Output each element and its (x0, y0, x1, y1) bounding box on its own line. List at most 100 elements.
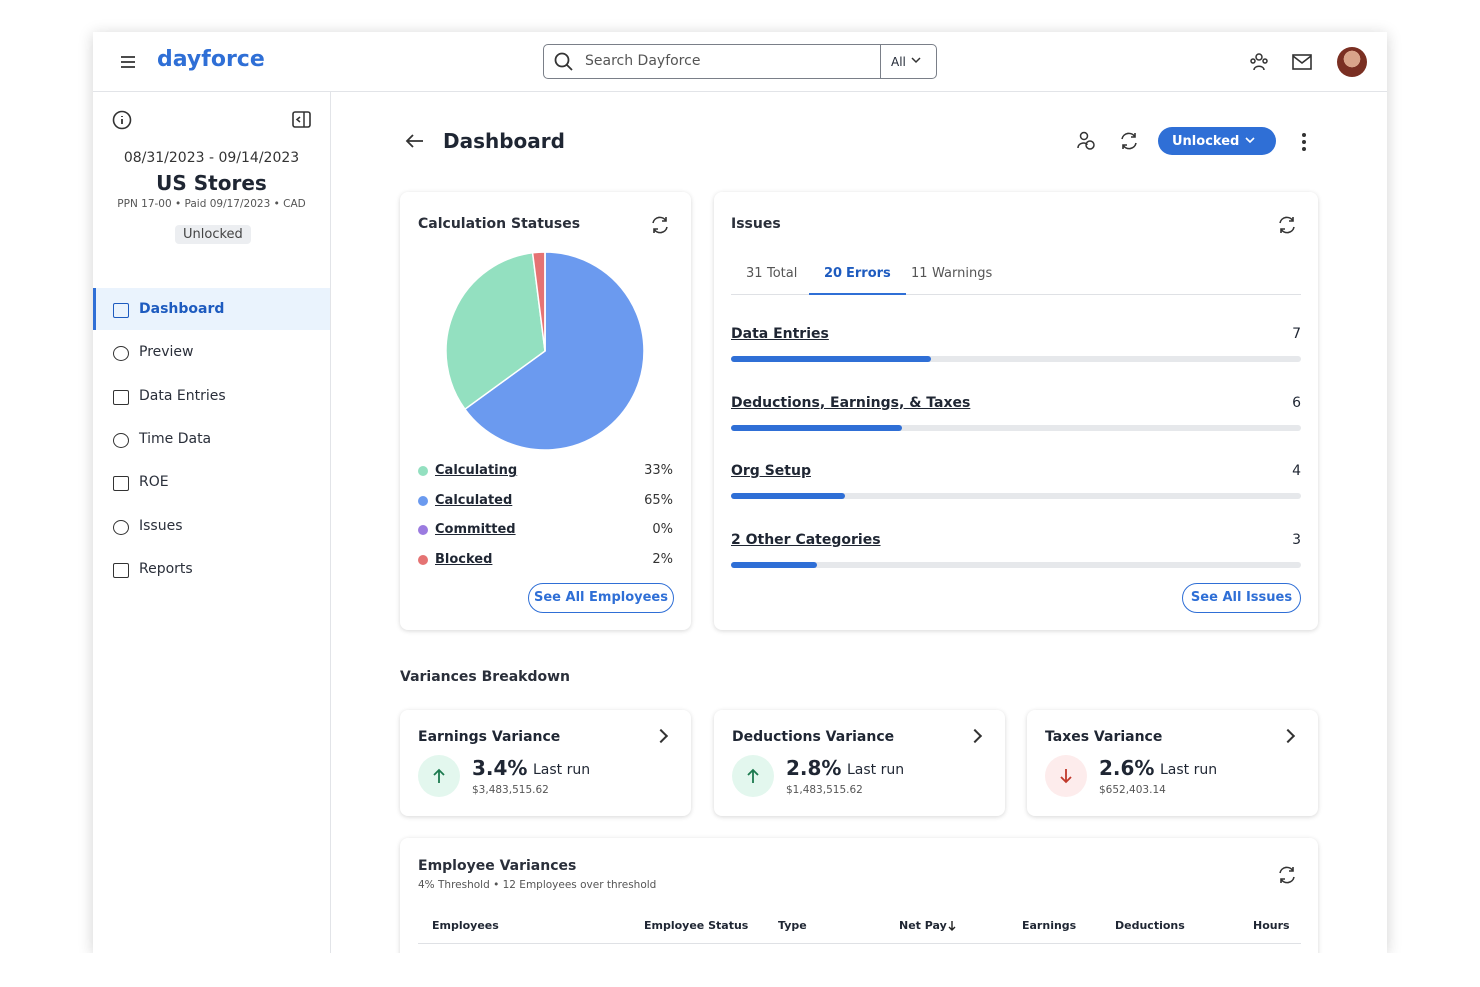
nav-icon (113, 389, 129, 405)
issue-label[interactable]: Deductions, Earnings, & Taxes (731, 394, 971, 411)
legend-label[interactable]: Calculated (435, 492, 513, 508)
variance-suffix: Last run (533, 762, 591, 778)
legend-label[interactable]: Blocked (435, 552, 493, 568)
nav-item[interactable]: Dashboard (93, 288, 330, 330)
table-rule (418, 943, 1301, 944)
mail-icon[interactable] (1292, 54, 1312, 70)
nav-icon (113, 519, 129, 535)
nav-item[interactable]: Preview (139, 344, 194, 361)
bar (731, 356, 931, 362)
tab-count[interactable]: 31 (746, 266, 763, 281)
column-header[interactable]: Type (778, 919, 807, 932)
search-placeholder: Search Dayforce (585, 53, 701, 69)
nav-item[interactable]: Time Data (139, 430, 212, 447)
calc-title: Calculation Statuses (418, 216, 581, 232)
logo[interactable]: dayforce (157, 47, 265, 72)
arrow-icon (1060, 769, 1072, 784)
column-header[interactable]: Employees (432, 919, 499, 932)
legend-value: 33% (644, 463, 673, 478)
info-icon[interactable] (112, 110, 132, 130)
employee-card (400, 838, 1318, 968)
nav-icon (113, 432, 129, 448)
search-box[interactable] (543, 44, 937, 79)
status-button[interactable] (1158, 127, 1276, 155)
variance-change: 2.8% (786, 756, 842, 780)
issues-title: Issues (731, 216, 781, 232)
pie-slice (445, 251, 546, 411)
bar (731, 561, 817, 568)
collapse-icon[interactable] (292, 111, 311, 128)
nav-item[interactable]: Issues (139, 517, 183, 534)
chevron (911, 57, 921, 64)
nav-icon (113, 346, 129, 362)
variance-suffix: Last run (1160, 762, 1218, 778)
legend-label[interactable]: Committed (435, 522, 516, 538)
variance-change: 2.6% (1099, 756, 1155, 780)
back-arrow[interactable] (404, 133, 424, 149)
bar-track (731, 561, 1301, 568)
refresh-icon[interactable] (1119, 131, 1139, 151)
legend-dot (418, 525, 428, 536)
pie-slice (463, 251, 645, 451)
legend-value: 0% (652, 522, 673, 538)
tab-count[interactable]: 11 (911, 266, 928, 281)
employee-title: Employee Variances (418, 858, 577, 874)
variance-amount: $1,483,515.62 (786, 784, 863, 796)
column-header[interactable]: Employee Status (644, 919, 749, 932)
variance-change: 3.4% (472, 756, 528, 780)
refresh-icon[interactable] (1277, 865, 1297, 885)
issue-count: 7 (1292, 326, 1301, 342)
more-icon[interactable] (1300, 132, 1308, 152)
tab-label[interactable]: Total (767, 266, 798, 281)
legend-value: 2% (652, 552, 673, 568)
nav-item[interactable]: ROE (139, 474, 169, 491)
tab-label[interactable]: Errors (846, 266, 891, 281)
bar (731, 424, 902, 431)
tab-rule (731, 294, 1301, 295)
legend-value: 65% (644, 492, 673, 508)
issue-label[interactable]: 2 Other Categories (731, 531, 881, 548)
tab-underline (809, 293, 906, 295)
legend-dot (418, 495, 428, 506)
nav-item[interactable]: Data Entries (139, 387, 226, 404)
issue-label[interactable]: Data Entries (731, 326, 829, 342)
see-all-issues[interactable]: See All Issues (1182, 583, 1301, 613)
legend-dot (418, 466, 428, 476)
variance-title: Deductions Variance (732, 729, 895, 745)
variance-suffix: Last run (847, 762, 905, 778)
people-gear-icon[interactable] (1076, 131, 1096, 151)
variances-title: Variances Breakdown (400, 669, 571, 685)
column-header[interactable]: Deductions (1115, 919, 1185, 932)
chevron (1245, 137, 1255, 144)
search-divider (880, 45, 881, 78)
column-header[interactable]: Hours (1253, 919, 1290, 932)
header (93, 32, 1387, 92)
menu-icon[interactable] (120, 54, 136, 70)
refresh-icon[interactable] (650, 215, 670, 235)
issue-label[interactable]: Org Setup (731, 463, 811, 479)
variance-title: Taxes Variance (1045, 729, 1163, 745)
see-all-employees[interactable]: See All Employees (528, 583, 674, 613)
avatar[interactable] (1337, 47, 1367, 77)
org-name: US Stores (156, 171, 267, 195)
bar-track (731, 493, 1301, 499)
search-icon (554, 52, 573, 71)
tab-count[interactable]: 20 (824, 266, 843, 281)
sidebar (330, 92, 331, 953)
variance-amount: $3,483,515.62 (472, 784, 549, 796)
column-header[interactable]: Net Pay (899, 919, 947, 932)
issue-count: 6 (1292, 394, 1301, 411)
nav-icon (113, 303, 129, 318)
column-header[interactable]: Earnings (1022, 919, 1077, 932)
nav-item[interactable]: Reports (139, 560, 193, 577)
legend-label[interactable]: Calculating (435, 463, 518, 478)
pay-meta: PPN 17-00 • Paid 09/17/2023 • CAD (117, 198, 306, 210)
page-bottom-mask (0, 953, 1480, 987)
nav-icon (113, 562, 129, 578)
people-icon[interactable] (1249, 52, 1269, 72)
refresh-icon[interactable] (1277, 215, 1297, 235)
issue-count: 3 (1292, 531, 1301, 548)
search-scope[interactable]: All (891, 55, 906, 69)
pie-chart (445, 251, 645, 451)
tab-label[interactable]: Warnings (932, 266, 993, 281)
